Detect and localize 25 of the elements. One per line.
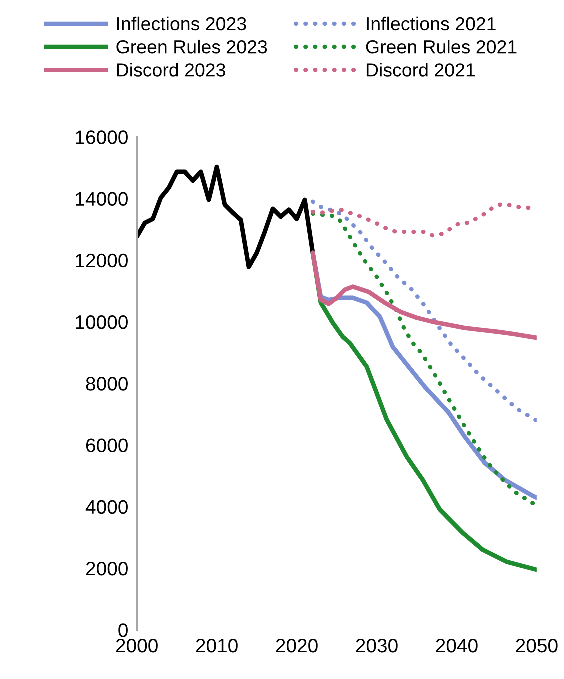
y-tick-label: 0 [118,624,128,638]
legend-label: Green Rules 2023 [116,40,268,54]
y-tick-label: 12000 [76,254,128,268]
legend-label: Inflections 2023 [118,16,246,31]
legend-label: Discord 2023 [117,63,226,77]
y-tick-label: 8000 [86,377,128,391]
y-tick-label: 14000 [76,192,128,206]
legend-label: Discord 2021 [366,63,475,77]
y-tick-label: 2000 [86,562,128,576]
x-tick-label: 2030 [356,638,398,653]
legend-label: Inflections 2021 [367,16,496,31]
line-series [310,250,537,340]
line-series [310,212,537,508]
legend-label: Green Rules 2021 [366,40,517,54]
line-series [137,164,316,270]
y-tick-label: 4000 [86,500,128,514]
x-tick-label: 2040 [436,638,478,653]
y-tick-label: 16000 [76,130,128,144]
y-tick-label: 10000 [76,315,128,330]
x-tick-label: 2020 [276,638,318,653]
x-tick-label: 2000 [116,638,158,653]
y-tick-label: 6000 [86,438,128,452]
x-tick-label: 2050 [516,638,558,653]
x-tick-label: 2010 [196,638,238,653]
line-series [310,200,537,423]
